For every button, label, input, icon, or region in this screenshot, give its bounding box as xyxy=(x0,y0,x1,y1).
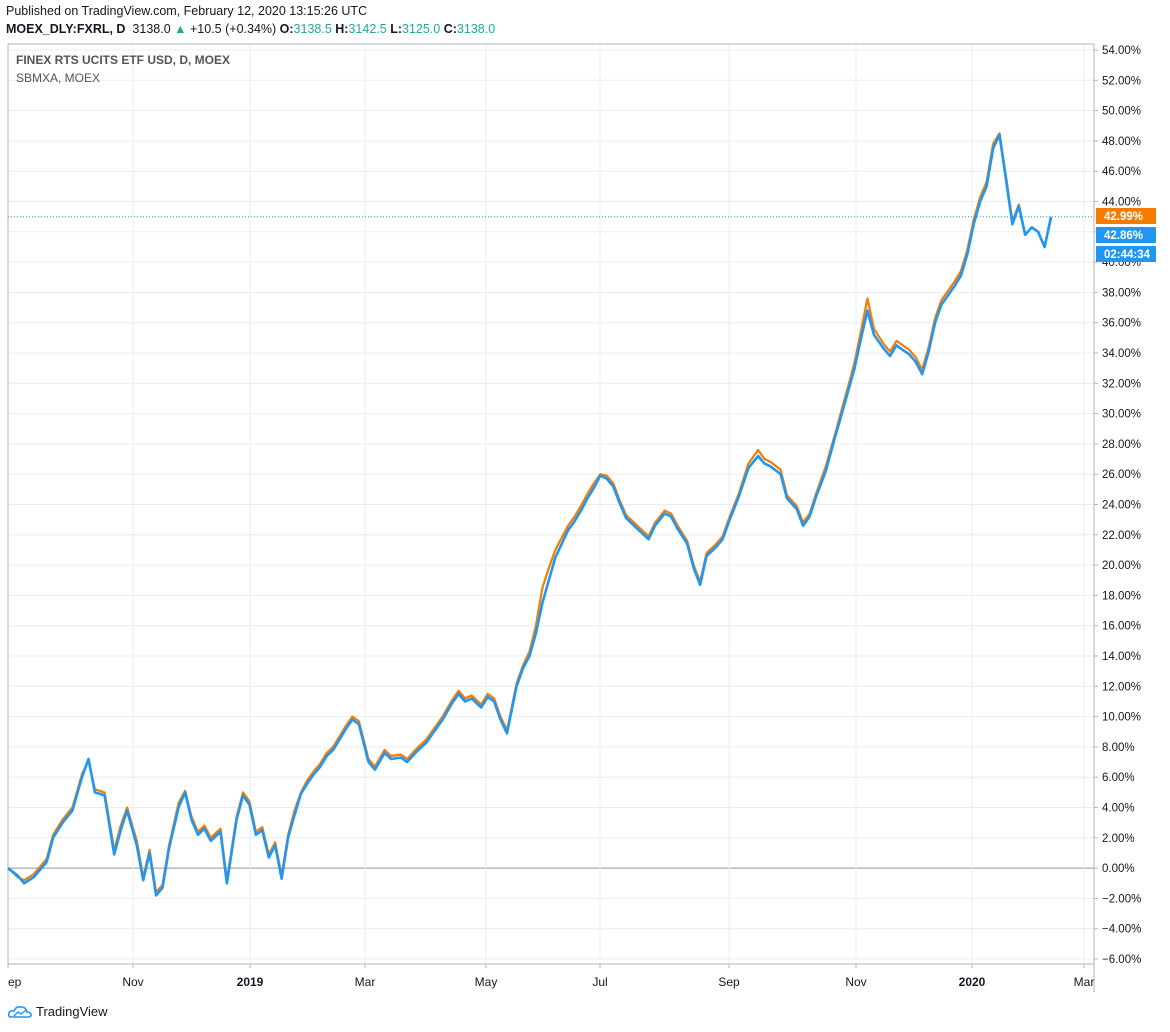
y-tick-label: 32.00% xyxy=(1102,378,1141,390)
y-tick-label: 54.00% xyxy=(1102,45,1141,57)
y-tick-label: 8.00% xyxy=(1102,742,1135,754)
symbol-line: MOEX_DLY:FXRL, D 3138.0 ▲ +10.5 (+0.34%)… xyxy=(6,22,495,36)
y-tick-label: 22.00% xyxy=(1102,530,1141,542)
published-line: Published on TradingView.com, February 1… xyxy=(6,4,368,18)
series-line-compare xyxy=(7,132,1053,894)
x-tick-label: 2020 xyxy=(959,975,986,989)
y-tick-label: 14.00% xyxy=(1102,651,1141,663)
y-tick-label: 4.00% xyxy=(1102,803,1135,815)
y-tick-label: 46.00% xyxy=(1102,166,1141,178)
y-tick-label: 52.00% xyxy=(1102,75,1141,87)
x-tick-label: Nov xyxy=(845,975,866,989)
symbol-name[interactable]: MOEX_DLY:FXRL, D xyxy=(6,22,126,36)
y-tick-label: 50.00% xyxy=(1102,106,1141,118)
x-tick-label: Jul xyxy=(592,975,607,989)
y-tick-label: 36.00% xyxy=(1102,318,1141,330)
x-tick-label: Mar xyxy=(355,975,376,989)
y-tick-label: 12.00% xyxy=(1102,681,1141,693)
x-tick-label: Mar xyxy=(1074,975,1095,989)
countdown-badge: 02:44:34 xyxy=(1104,249,1151,261)
x-tick-label: Sep xyxy=(718,975,740,989)
x-tick-label: 2019 xyxy=(237,975,264,989)
main-series-legend[interactable]: FINEX RTS UCITS ETF USD, D, MOEX xyxy=(16,53,231,67)
y-tick-label: 2.00% xyxy=(1102,833,1135,845)
y-tick-label: −4.00% xyxy=(1102,924,1141,936)
price-axis[interactable]: 54.00%52.00%50.00%48.00%46.00%44.00%42.0… xyxy=(1094,45,1141,966)
tradingview-cloud-icon xyxy=(8,1005,32,1018)
low-value: 3125.0 xyxy=(402,22,441,36)
change-value: +10.5 (+0.34%) xyxy=(190,22,277,36)
y-tick-label: 28.00% xyxy=(1102,439,1141,451)
y-tick-label: 10.00% xyxy=(1102,712,1141,724)
countdown-badge-bg xyxy=(1096,246,1156,262)
main-price-badge: 42.86% xyxy=(1104,230,1143,242)
y-tick-label: 38.00% xyxy=(1102,287,1141,299)
compare-series-legend[interactable]: SBMXA, MOEX xyxy=(16,71,101,85)
x-tick-label: Nov xyxy=(122,975,143,989)
y-tick-label: 6.00% xyxy=(1102,772,1135,784)
y-tick-label: 48.00% xyxy=(1102,136,1141,148)
open-value: 3138.5 xyxy=(293,22,332,36)
series-lines xyxy=(7,132,1094,897)
x-tick-label: May xyxy=(475,975,498,989)
high-value: 3142.5 xyxy=(348,22,387,36)
close-value: 3138.0 xyxy=(456,22,496,36)
y-tick-label: 44.00% xyxy=(1102,197,1141,209)
y-tick-label: 26.00% xyxy=(1102,469,1141,481)
y-tick-label: 16.00% xyxy=(1102,621,1141,633)
y-tick-label: 20.00% xyxy=(1102,560,1141,572)
y-tick-label: −2.00% xyxy=(1102,893,1141,905)
y-tick-label: 18.00% xyxy=(1102,590,1141,602)
compare-price-badge-bg xyxy=(1096,208,1156,224)
y-tick-label: 34.00% xyxy=(1102,348,1141,360)
x-tick-label: ep xyxy=(8,975,22,989)
tradingview-logo[interactable]: TradingView xyxy=(8,1004,108,1019)
change-arrow-icon: ▲ xyxy=(174,22,187,36)
close-label: C: xyxy=(443,22,457,36)
low-label: L: xyxy=(390,22,402,36)
main-price-badge-bg xyxy=(1096,227,1156,243)
tradingview-brand: TradingView xyxy=(36,1004,108,1019)
last-price: 3138.0 xyxy=(132,22,171,36)
y-tick-label: 30.00% xyxy=(1102,409,1141,421)
open-label: O: xyxy=(279,22,294,36)
price-badges: 42.99% 42.86% 02:44:34 xyxy=(1096,208,1156,262)
series-line-main xyxy=(7,133,1053,897)
time-axis[interactable]: ep Nov 2019 Mar May Jul Sep Nov 2020 Mar xyxy=(7,964,1095,989)
y-tick-label: 24.00% xyxy=(1102,500,1141,512)
y-tick-label: −6.00% xyxy=(1102,954,1141,966)
compare-price-badge: 42.99% xyxy=(1104,211,1143,223)
grid-lines xyxy=(7,44,1094,964)
high-label: H: xyxy=(335,22,349,36)
y-tick-label: 0.00% xyxy=(1102,863,1135,875)
